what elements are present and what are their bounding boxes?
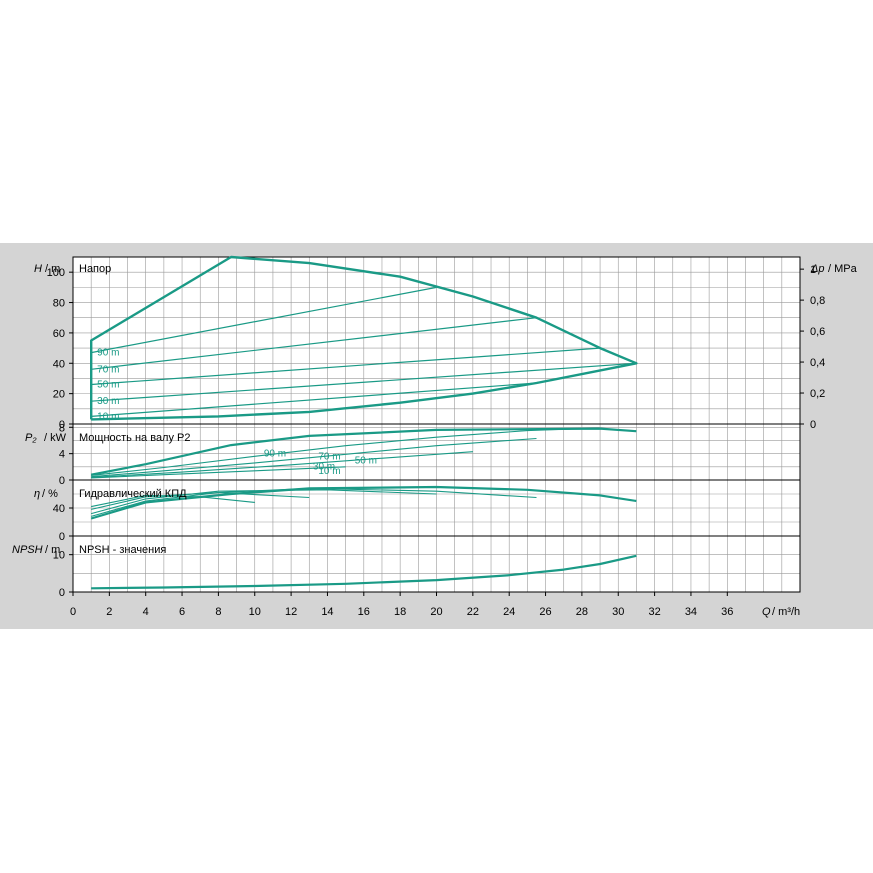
head-curve (91, 286, 437, 354)
pressure-y-tick-label: 0,8 (810, 295, 825, 307)
x-tick-label: 34 (685, 606, 697, 618)
npsh-y-tick-label: 0 (59, 587, 65, 599)
efficiency-curve (91, 494, 255, 508)
power-curve-label: 30 m (313, 461, 335, 472)
chart-panel: 0 20 40 60 80 100 0 4 8 0 40 0 10 0 0,2 0,4 0,6 0,8 1 0 2 4 6 8… (0, 243, 873, 629)
x-tick-label: 12 (285, 606, 297, 618)
pressure-y-tick-label: 0,4 (810, 357, 825, 369)
power-curve-label: 50 m (355, 456, 377, 467)
x-tick-label: 6 (179, 606, 185, 618)
npsh-panel-title: NPSH - значения (79, 544, 166, 556)
head-curve (91, 347, 601, 386)
power-curve-label: 70 m (318, 452, 340, 463)
pressure-ylabel-var: Δp (810, 263, 825, 275)
efficiency-curve (90, 485, 637, 520)
x-tick-label: 2 (106, 606, 112, 618)
x-tick-label: 30 (612, 606, 624, 618)
head-ylabel-unit: / m (45, 263, 60, 275)
efficiency-y-tick-label: 40 (53, 503, 65, 515)
head-curve-label: 90 m (97, 348, 119, 359)
x-axis-label-unit: / m³/h (772, 606, 800, 618)
head-curve-label: 70 m (97, 364, 119, 375)
power-curve (91, 437, 537, 478)
x-tick-label: 14 (321, 606, 333, 618)
x-tick-label: 18 (394, 606, 406, 618)
efficiency-panel-title: Гидравлический КПД (79, 488, 187, 500)
power-curve-label: 90 m (264, 448, 286, 459)
pressure-y-tick-label: 1 (810, 264, 816, 276)
power-curve (91, 451, 473, 478)
head-ylabel-var: H (34, 263, 42, 275)
head-curve-label: 50 m (97, 380, 119, 391)
x-tick-label: 4 (143, 606, 149, 618)
head-curve (91, 362, 637, 402)
x-tick-label: 24 (503, 606, 515, 618)
head-curve-label: 10 m (97, 411, 119, 422)
x-tick-label: 8 (215, 606, 221, 618)
efficiency-curve (91, 489, 437, 515)
power-y-tick-label: 4 (59, 449, 65, 461)
head-y-tick-label: 100 (47, 267, 65, 279)
npsh-ylabel-unit: / m (45, 544, 60, 556)
x-axis-label-var: Q (762, 606, 771, 618)
power-curve (91, 427, 601, 476)
pressure-y-tick-label: 0 (810, 419, 816, 431)
x-tick-label: 36 (721, 606, 733, 618)
efficiency-ylabel-var: η (34, 488, 40, 500)
npsh-y-tick-label: 10 (53, 550, 65, 562)
efficiency-ylabel-unit: / % (42, 488, 58, 500)
power-y-tick-label: 0 (59, 475, 65, 487)
x-tick-label: 10 (249, 606, 261, 618)
power-curve (90, 427, 637, 476)
x-tick-label: 32 (648, 606, 660, 618)
x-tick-label: 20 (430, 606, 442, 618)
x-tick-label: 22 (467, 606, 479, 618)
head-y-tick-label: 40 (53, 358, 65, 370)
head-curve-label: 30 m (97, 396, 119, 407)
head-y-tick-label: 20 (53, 389, 65, 401)
power-curve (91, 466, 346, 479)
efficiency-y-tick-label: 0 (59, 531, 65, 543)
pressure-y-tick-label: 0,6 (810, 326, 825, 338)
head-y-tick-label: 80 (53, 298, 65, 310)
x-tick-label: 28 (576, 606, 588, 618)
x-tick-label: 26 (539, 606, 551, 618)
x-tick-label: 16 (358, 606, 370, 618)
head-curve (91, 317, 537, 370)
power-ylabel-unit: / kW (44, 432, 67, 444)
x-tick-label: 0 (70, 606, 76, 618)
pressure-ylabel-unit: / MPa (828, 263, 858, 275)
power-panel-title: Мощность на валу P2 (79, 432, 191, 444)
npsh-ylabel-var: NPSH (12, 544, 43, 556)
power-y-tick-label: 8 (59, 422, 65, 434)
efficiency-curve (91, 492, 310, 510)
power-curve-label: 10 m (318, 466, 340, 477)
head-panel-title: Напор (79, 263, 111, 275)
npsh-curve (91, 554, 637, 590)
head-curve (91, 382, 537, 417)
power-ylabel-var: P₂ (25, 432, 37, 444)
pressure-y-tick-label: 0,2 (810, 388, 825, 400)
head-y-tick-label: 0 (59, 419, 65, 431)
head-y-tick-label: 60 (53, 328, 65, 340)
